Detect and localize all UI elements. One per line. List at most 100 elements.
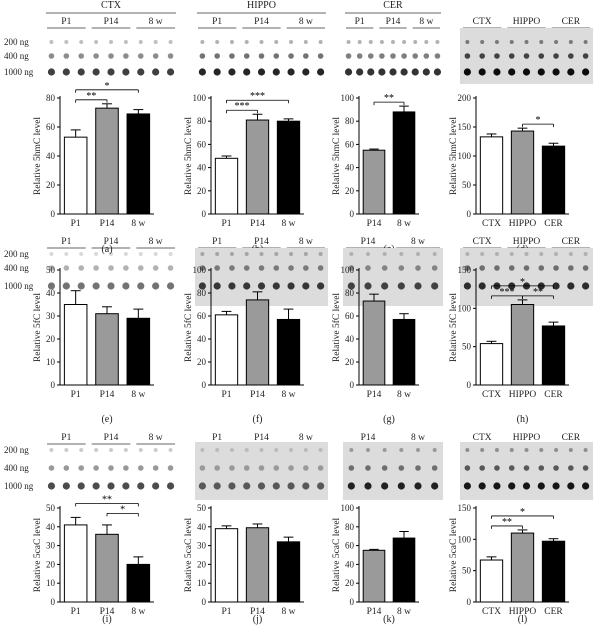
panel-g: P14 8 w Relative 5fC level 0 20 40 60 80 100 P14 8… xyxy=(331,237,443,425)
blot-dot xyxy=(494,40,499,44)
blot-dot xyxy=(364,282,372,290)
bar xyxy=(510,130,535,215)
significance-label: * xyxy=(520,277,525,288)
blot-dot xyxy=(257,282,266,290)
x-tick-label: CTX xyxy=(482,607,501,617)
blot-dot xyxy=(568,448,573,452)
panel-j: P1 P14 8 w Relative 5caC level 0 10 20 30 40 50 P1… xyxy=(184,433,328,625)
blot-dot xyxy=(49,448,54,452)
blot-dot xyxy=(93,53,99,59)
blot-membrane xyxy=(460,248,593,306)
blot-dot xyxy=(229,265,235,271)
panel-k: P14 8 w Relative 5caC level 0 20 40 60 80 100 P14… xyxy=(332,433,443,625)
blot-dot xyxy=(259,448,264,452)
lane-label: P14 xyxy=(104,433,119,443)
blot-dot xyxy=(166,68,175,76)
bar xyxy=(63,304,88,386)
blot-dot xyxy=(553,465,559,471)
lane-label: CTX xyxy=(473,237,492,247)
blot-dot xyxy=(494,448,499,452)
x-tick-label: 8 w xyxy=(397,219,411,229)
blot-dot xyxy=(582,265,589,271)
blot-dot xyxy=(348,265,355,271)
y-axis-label: Relative 5hmC level xyxy=(184,117,194,195)
blot-dot xyxy=(288,53,294,59)
group-title: CER xyxy=(383,0,403,11)
x-tick-label: HIPPO xyxy=(509,607,537,617)
y-tick-label: 100 xyxy=(341,503,355,513)
blot-dot xyxy=(318,448,323,452)
y-tick-label: 80 xyxy=(197,288,207,298)
y-tick-label: 20 xyxy=(46,180,56,190)
bar xyxy=(362,549,386,603)
blot-dot xyxy=(537,68,545,76)
blot-dot xyxy=(318,40,323,44)
blot-dot xyxy=(356,53,363,59)
blot-dot xyxy=(509,40,514,44)
blot-dot xyxy=(62,68,70,76)
blot-dot xyxy=(434,53,441,59)
x-tick-label: P1 xyxy=(71,607,81,617)
blot-dot xyxy=(382,252,387,256)
blot-dot xyxy=(553,53,559,59)
x-tick-label: P1 xyxy=(221,607,231,617)
lane-label: CER xyxy=(562,17,581,27)
bar xyxy=(541,540,566,603)
x-tick-label: HIPPO xyxy=(509,390,537,400)
blot-dot xyxy=(317,68,325,76)
blot-dot xyxy=(539,40,544,44)
blot-dot xyxy=(122,482,130,490)
blot-dot xyxy=(552,68,560,76)
blot-dot xyxy=(47,482,56,490)
bar xyxy=(63,524,88,603)
blot-dot xyxy=(368,40,373,44)
blot-dot xyxy=(381,265,388,271)
blot-dot xyxy=(78,465,85,471)
blot-dot xyxy=(78,265,85,271)
significance-label: ** xyxy=(502,517,512,528)
blot-dot xyxy=(494,252,499,256)
blot-dot xyxy=(79,252,84,256)
blot-dot xyxy=(538,265,545,271)
blot-dot xyxy=(63,53,70,59)
blot-dot xyxy=(414,482,422,490)
panel-tag: (j) xyxy=(253,614,262,625)
lane-label: 8 w xyxy=(299,237,313,247)
blot-dot xyxy=(289,252,294,256)
dose-label: 200 ng xyxy=(4,445,29,455)
y-tick-label: 60 xyxy=(345,541,355,551)
blot-dot xyxy=(317,482,325,490)
blot-dot xyxy=(366,448,370,452)
blot-dot xyxy=(152,265,159,271)
significance-label: *** xyxy=(250,91,265,102)
blot-dot xyxy=(432,252,437,256)
blot-dot xyxy=(479,53,485,59)
blot-dot xyxy=(465,40,470,44)
blot-dot xyxy=(123,40,128,44)
blot-dot xyxy=(302,68,310,76)
blot-dot xyxy=(349,448,354,452)
bar xyxy=(245,119,270,215)
blot-dot xyxy=(213,482,221,490)
y-tick-label: 40 xyxy=(46,522,56,532)
significance-label: ** xyxy=(533,287,543,298)
bar xyxy=(245,299,270,386)
x-tick-label: P1 xyxy=(71,219,81,229)
blot-dot xyxy=(317,465,324,471)
blot-dot xyxy=(274,40,279,44)
y-tick-label: 50 xyxy=(46,503,56,513)
blot-dot xyxy=(318,252,323,256)
significance-label: * xyxy=(536,115,541,126)
y-tick-label: 80 xyxy=(345,116,355,126)
blot-dot xyxy=(554,252,559,256)
blot-dot xyxy=(138,448,143,452)
blot-dot xyxy=(153,40,158,44)
blot-dot xyxy=(344,68,353,76)
blot-membrane xyxy=(195,442,328,500)
y-tick-label: 80 xyxy=(46,93,56,103)
blot-dot xyxy=(77,282,85,290)
lane-label: P14 xyxy=(361,433,376,443)
blot-dot xyxy=(524,252,529,256)
blot-dot xyxy=(289,40,294,44)
y-tick-label: 50 xyxy=(46,265,56,275)
